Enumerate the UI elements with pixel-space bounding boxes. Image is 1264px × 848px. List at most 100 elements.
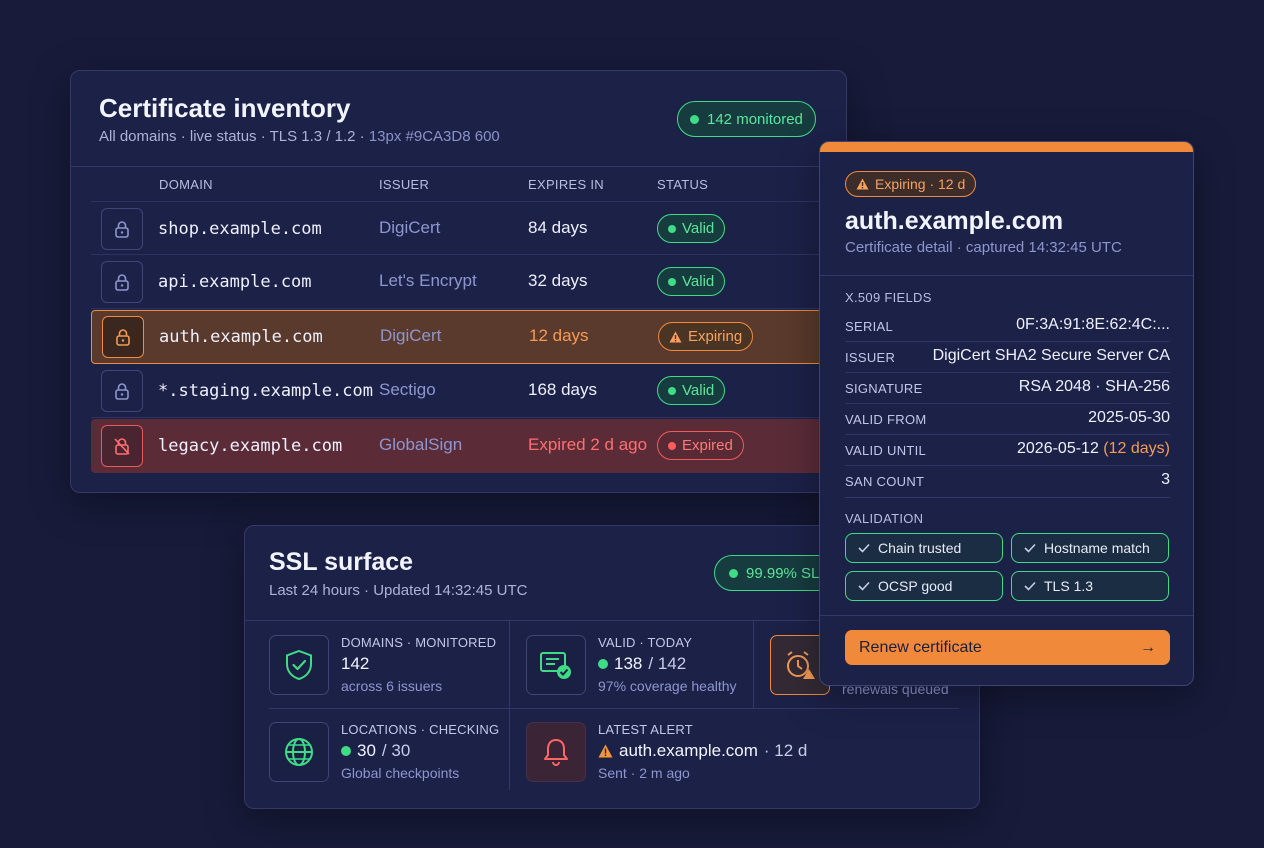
valid-until-remaining: (12 days) — [1103, 440, 1170, 457]
check-tls-version: TLS 1.3 — [1011, 571, 1169, 601]
tile-valid-today[interactable]: VALID · TODAY 138 / 142 97% coverage heal… — [526, 635, 746, 697]
row-issuer: Let's Encrypt — [379, 271, 477, 290]
section-heading-validation: VALIDATION — [845, 511, 924, 526]
tile-sub: Sent · 2 m ago — [598, 765, 690, 781]
globe-icon — [269, 722, 329, 782]
tile-label: LOCATIONS · CHECKING — [341, 722, 500, 737]
surface-subtitle: Last 24 hours · Updated 14:32:45 UTC — [269, 582, 528, 599]
column-header-domain[interactable]: DOMAIN — [159, 177, 213, 192]
status-dot-icon — [598, 659, 608, 669]
certificate-detail-card: Expiring · 12 d auth.example.com Certifi… — [819, 141, 1194, 686]
divider — [845, 497, 1170, 498]
expiring-badge-label: Expiring · 12 d — [875, 176, 966, 192]
bell-icon — [526, 722, 586, 782]
field-key: SERIAL — [845, 319, 894, 334]
tile-sub: across 6 issuers — [341, 678, 443, 694]
field-key: SAN COUNT — [845, 474, 925, 489]
row-domain: shop.example.com — [158, 219, 322, 239]
tile-domains-monitored[interactable]: DOMAINS · MONITORED 142 across 6 issuers — [269, 635, 499, 697]
shield-icon — [269, 635, 329, 695]
lock-icon — [101, 208, 143, 250]
surface-title: SSL surface — [269, 548, 414, 576]
field-value: RSA 2048 · SHA-256 — [1018, 378, 1170, 395]
certificate-inventory-card: Certificate inventory All domains · live… — [70, 70, 847, 493]
tile-value-number: 30 — [357, 741, 376, 760]
renew-button-label: Renew certificate — [859, 638, 982, 656]
tile-sub: 97% coverage healthy — [598, 678, 737, 694]
column-header-issuer[interactable]: ISSUER — [379, 177, 430, 192]
tile-sub: Global checkpoints — [341, 765, 460, 781]
check-icon — [1024, 581, 1036, 591]
row-issuer: GlobalSign — [379, 435, 463, 454]
detail-title: auth.example.com — [845, 207, 1064, 235]
status-label: Expiring — [688, 328, 743, 345]
status-dot-icon — [668, 386, 676, 395]
column-header-expires[interactable]: EXPIRES IN — [528, 177, 604, 192]
field-row-valid-from: VALID FROM 2025-05-30 — [845, 404, 1170, 435]
tile-value: auth.example.com · 12 d — [598, 741, 807, 761]
field-row-san-count: SAN COUNT 3 — [845, 466, 1170, 497]
table-row[interactable]: *.staging.example.com Sectigo 168 days V… — [91, 364, 846, 418]
column-header-status[interactable]: STATUS — [657, 177, 709, 192]
row-expires: 168 days — [528, 380, 597, 399]
field-row-valid-until: VALID UNTIL 2026-05-12 (12 days) — [845, 435, 1170, 466]
status-dot-icon — [690, 114, 699, 124]
field-key: VALID FROM — [845, 412, 927, 427]
detail-subtitle: Certificate detail · captured 14:32:45 U… — [845, 239, 1122, 256]
table-row[interactable]: legacy.example.com GlobalSign Expired 2 … — [91, 419, 846, 473]
tile-latest-alert[interactable]: LATEST ALERT auth.example.com · 12 d Sen… — [526, 722, 946, 784]
status-badge: Expiring — [658, 322, 754, 351]
field-key: VALID UNTIL — [845, 443, 927, 458]
check-icon — [858, 581, 870, 591]
expiring-badge: Expiring · 12 d — [845, 171, 977, 197]
row-domain: *.staging.example.com — [158, 381, 373, 401]
field-value: 3 — [1161, 471, 1170, 488]
status-label: Expired — [682, 437, 733, 454]
monitored-badge: 142 monitored — [677, 101, 816, 137]
row-expires: 12 days — [529, 326, 589, 345]
status-label: Valid — [682, 220, 715, 237]
renew-certificate-button[interactable]: Renew certificate → — [845, 630, 1170, 665]
tile-value-total: / 142 — [648, 654, 687, 673]
status-badge: Valid — [657, 267, 726, 296]
divider — [753, 621, 754, 709]
table-row[interactable]: shop.example.com DigiCert 84 days Valid — [91, 201, 846, 255]
tile-locations-checking[interactable]: LOCATIONS · CHECKING 30 / 30 Global check… — [269, 722, 499, 784]
warning-icon — [669, 331, 682, 342]
inventory-title: Certificate inventory — [99, 93, 351, 123]
status-dot-icon — [729, 568, 738, 578]
warning-icon — [856, 178, 869, 190]
table-row[interactable]: api.example.com Let's Encrypt 32 days Va… — [91, 255, 846, 309]
tile-label: VALID · TODAY — [598, 635, 693, 650]
check-label: Hostname match — [1044, 540, 1150, 556]
unlocked-icon — [101, 425, 143, 467]
row-expires: Expired 2 d ago — [528, 435, 648, 454]
field-value: 2026-05-12 (12 days) — [1017, 440, 1170, 458]
tile-value: 138 / 142 — [598, 654, 686, 674]
sla-badge-label: 99.99% SLA — [746, 564, 830, 582]
monitored-badge-label: 142 monitored — [707, 110, 803, 128]
status-label: Valid — [682, 382, 715, 399]
status-dot-icon — [668, 224, 676, 233]
status-dot-icon — [668, 441, 676, 450]
lock-icon — [101, 370, 143, 412]
divider — [820, 615, 1193, 616]
status-badge: Valid — [657, 214, 726, 243]
divider — [509, 621, 510, 790]
check-hostname-match: Hostname match — [1011, 533, 1169, 563]
inventory-subtitle-text: All domains · live status · TLS 1.3 / 1.… — [99, 128, 369, 145]
tile-value-total: / 30 — [381, 741, 411, 760]
field-value: 2025-05-30 — [1088, 409, 1170, 426]
row-expires: 84 days — [528, 218, 588, 237]
row-domain: auth.example.com — [159, 327, 323, 347]
row-issuer: DigiCert — [379, 218, 441, 237]
field-value: DigiCert SHA2 Secure Server CA — [932, 347, 1170, 364]
table-row-selected[interactable]: auth.example.com DigiCert 12 days Expiri… — [91, 310, 846, 364]
row-expires: 32 days — [528, 271, 588, 290]
check-label: TLS 1.3 — [1044, 578, 1094, 594]
arrow-right-icon: → — [1140, 638, 1156, 656]
tile-value-number: 138 — [614, 654, 643, 673]
field-row-issuer: ISSUER DigiCert SHA2 Secure Server CA — [845, 342, 1170, 373]
check-label: OCSP good — [878, 578, 953, 594]
tile-value-number: 142 — [341, 654, 370, 673]
